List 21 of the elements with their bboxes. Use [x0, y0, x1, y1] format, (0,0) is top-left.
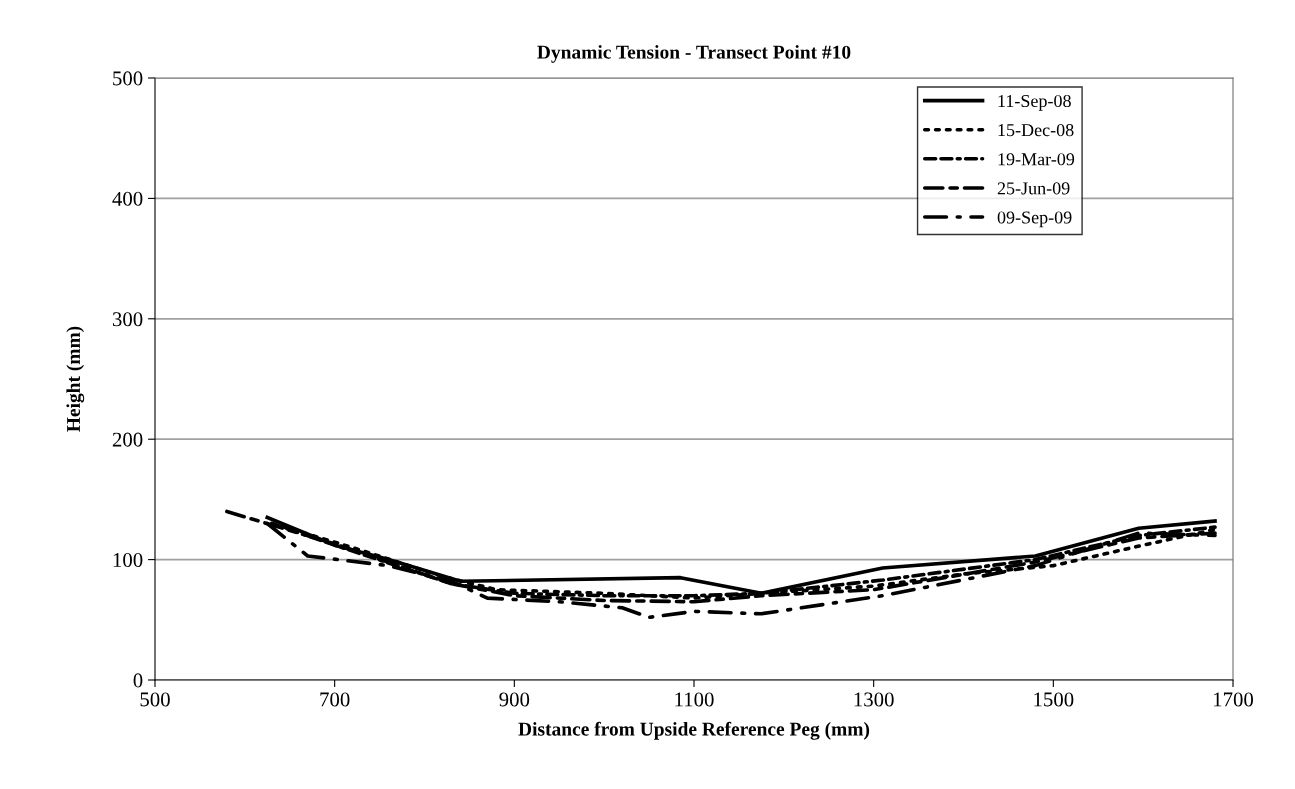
x-tick-label: 700: [320, 692, 350, 707]
x-tick-label: 1700: [1214, 692, 1254, 707]
chart-title: Dynamic Tension - Transect Point #10: [537, 45, 851, 63]
legend-label: 19-Mar-09: [998, 153, 1075, 166]
x-tick-label: 1300: [854, 692, 894, 707]
legend-label: 15-Dec-08: [998, 124, 1074, 137]
x-tick-label: 500: [140, 692, 170, 707]
y-tick-label: 400: [112, 191, 143, 206]
y-axis-title: Height (mm): [66, 326, 85, 432]
x-axis-title: Distance from Upside Reference Peg (mm): [518, 721, 870, 740]
y-tick-label: 500: [113, 71, 143, 86]
y-tick-label: 0: [133, 673, 143, 688]
x-tick-label: 900: [499, 692, 530, 707]
x-tick-label: 1500: [1034, 692, 1074, 707]
x-tick-label: 1100: [675, 692, 714, 707]
y-tick-label: 300: [112, 312, 143, 327]
legend-label: 25-Jun-09: [997, 182, 1070, 195]
legend-label: 09-Sep-09: [997, 211, 1072, 228]
legend-label: 11-Sep-08: [998, 94, 1071, 111]
y-tick-label: 100: [113, 552, 143, 568]
y-tick-label: 200: [112, 432, 143, 447]
